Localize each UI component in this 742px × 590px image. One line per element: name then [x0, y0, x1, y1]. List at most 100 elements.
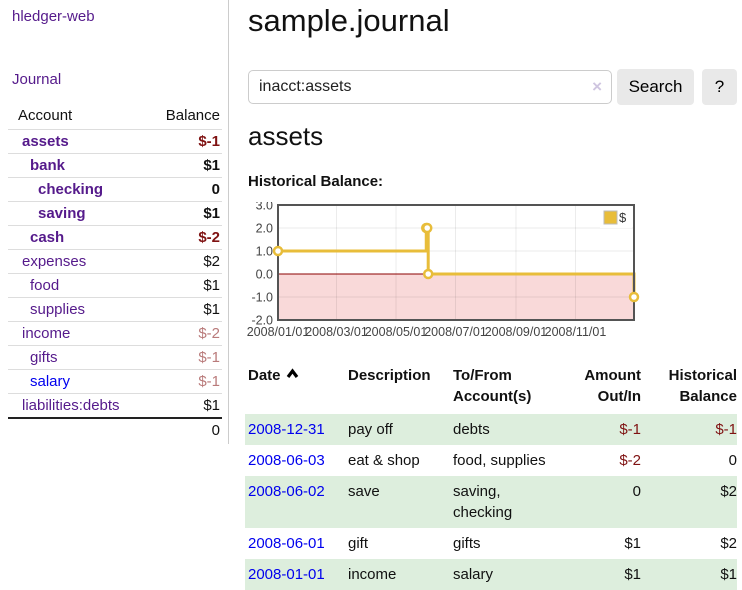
transactions-table: Date Description To/From Account(s) Amou… — [245, 363, 737, 590]
transaction-description: eat & shop — [348, 452, 420, 469]
account-row: assets $-1 — [8, 129, 222, 154]
account-row: bank $1 — [8, 153, 222, 178]
transaction-amount: $1 — [624, 535, 641, 552]
transaction-description: save — [348, 483, 380, 500]
column-header-description[interactable]: Description — [348, 367, 431, 384]
transaction-amount: $1 — [624, 566, 641, 583]
sort-ascending-icon — [286, 368, 298, 378]
account-balance: $-1 — [143, 345, 222, 370]
table-row: 2008-12-31 pay off debts $-1 $-1 — [245, 414, 737, 445]
account-balance: $-1 — [143, 129, 222, 154]
transaction-balance: $2 — [720, 535, 737, 552]
accounts-total-value: 0 — [143, 417, 222, 442]
column-header-accounts[interactable]: To/From Account(s) — [453, 367, 532, 405]
account-balance: $-2 — [143, 321, 222, 346]
balance-header: Balance — [165, 107, 220, 124]
svg-text:2.0: 2.0 — [256, 222, 273, 236]
account-link[interactable]: gifts — [30, 349, 58, 366]
transaction-balance: $1 — [720, 566, 737, 583]
table-row: 2008-06-03 eat & shop food, supplies $-2 0 — [245, 445, 737, 476]
transaction-balance: 0 — [728, 452, 737, 469]
svg-text:0.0: 0.0 — [256, 268, 273, 282]
balance-chart: $3.0 2.0 1.0 0.0 -1.0 -2.0 2008/01/01 2008/03/0… — [246, 199, 640, 349]
svg-text:1.0: 1.0 — [256, 245, 273, 259]
account-link[interactable]: expenses — [22, 253, 87, 270]
svg-text:2008/11/01: 2008/11/01 — [545, 325, 607, 339]
account-link[interactable]: bank — [30, 157, 66, 174]
account-balance: $-1 — [143, 369, 222, 394]
accounts-table: Account Balance assets $-1 bank $1 checking 0… — [8, 103, 222, 442]
transaction-date-link[interactable]: 2008-06-02 — [248, 483, 325, 500]
transaction-date-link[interactable]: 2008-06-03 — [248, 452, 325, 469]
transaction-accounts: gifts — [453, 535, 481, 552]
account-link[interactable]: food — [30, 277, 60, 294]
search-input[interactable] — [248, 70, 612, 104]
account-balance: $1 — [143, 153, 222, 178]
table-row: 2008-06-01 gift gifts $1 $2 — [245, 528, 737, 559]
column-header-amount[interactable]: Amount Out/In — [584, 367, 641, 405]
transaction-description: gift — [348, 535, 369, 552]
account-link[interactable]: assets — [22, 133, 69, 150]
svg-text:-2.0: -2.0 — [251, 314, 273, 328]
transaction-accounts: salary — [453, 566, 494, 583]
svg-text:2008/01/01: 2008/01/01 — [247, 325, 310, 339]
account-link[interactable]: cash — [30, 229, 65, 246]
search-button[interactable]: Search — [617, 69, 694, 105]
transaction-date-link[interactable]: 2008-01-01 — [248, 566, 325, 583]
transaction-amount: $-2 — [619, 452, 641, 469]
table-row: 2008-06-02 save saving, checking 0 $2 — [245, 476, 737, 528]
account-link[interactable]: liabilities:debts — [22, 397, 120, 414]
account-link[interactable]: checking — [38, 181, 104, 198]
main-content: sample.journal × Search ? assets Histori… — [245, 0, 737, 590]
accounts-header: Account — [18, 107, 73, 124]
svg-text:2008/03/01: 2008/03/01 — [305, 325, 368, 339]
account-row: salary $-1 — [8, 369, 222, 394]
transaction-description: income — [348, 566, 397, 583]
svg-text:-1.0: -1.0 — [251, 291, 273, 305]
account-row: cash $-2 — [8, 225, 222, 250]
transaction-balance: $2 — [720, 483, 737, 500]
account-row: gifts $-1 — [8, 345, 222, 370]
account-link[interactable]: salary — [30, 373, 71, 390]
account-row: expenses $2 — [8, 249, 222, 274]
account-link[interactable]: income — [22, 325, 71, 342]
svg-text:2008/05/01: 2008/05/01 — [365, 325, 428, 339]
account-row: food $1 — [8, 273, 222, 298]
account-row: income $-2 — [8, 321, 222, 346]
clear-search-icon[interactable]: × — [592, 77, 602, 96]
help-button[interactable]: ? — [702, 69, 737, 105]
transaction-balance: $-1 — [715, 421, 737, 438]
svg-text:3.0: 3.0 — [256, 202, 273, 213]
nav-journal-link[interactable]: Journal — [12, 71, 62, 88]
column-header-balance[interactable]: Historical Balance — [668, 367, 737, 405]
account-heading: assets — [248, 121, 324, 151]
account-balance: $2 — [143, 249, 222, 274]
transaction-date-link[interactable]: 2008-06-01 — [248, 535, 325, 552]
transaction-accounts: saving, checking — [453, 483, 513, 521]
account-balance: $1 — [143, 273, 222, 298]
account-link[interactable]: saving — [38, 205, 86, 222]
account-balance: $1 — [143, 393, 222, 418]
table-row: 2008-01-01 income salary $1 $1 — [245, 559, 737, 590]
transaction-amount: 0 — [632, 483, 641, 500]
account-link[interactable]: supplies — [30, 301, 86, 318]
transaction-accounts: debts — [453, 421, 490, 438]
account-row: liabilities:debts $1 — [8, 393, 222, 418]
app-brand-link[interactable]: hledger-web — [12, 8, 95, 25]
account-row: checking 0 — [8, 177, 222, 202]
page-title: sample.journal — [248, 3, 450, 38]
svg-text:$: $ — [619, 210, 627, 225]
transaction-amount: $-1 — [619, 421, 641, 438]
account-row: saving $1 — [8, 201, 222, 226]
account-row: supplies $1 — [8, 297, 222, 322]
column-header-date[interactable]: Date — [245, 363, 348, 414]
svg-text:2008/09/01: 2008/09/01 — [485, 325, 548, 339]
account-balance: $-2 — [143, 225, 222, 250]
transaction-accounts: food, supplies — [453, 452, 546, 469]
accounts-total-row: 0 — [8, 417, 222, 442]
search-form: × Search ? — [248, 69, 737, 105]
account-balance: $1 — [143, 201, 222, 226]
transaction-date-link[interactable]: 2008-12-31 — [248, 421, 325, 438]
chart-label: Historical Balance: — [248, 173, 384, 190]
